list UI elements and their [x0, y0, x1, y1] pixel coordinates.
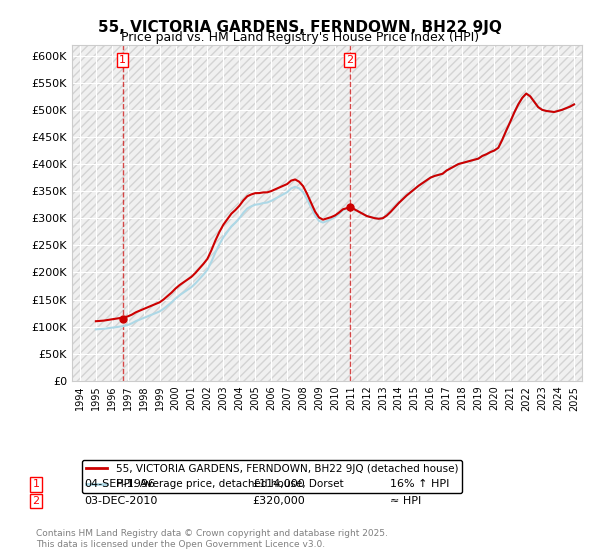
Legend: 55, VICTORIA GARDENS, FERNDOWN, BH22 9JQ (detached house), HPI: Average price, d: 55, VICTORIA GARDENS, FERNDOWN, BH22 9JQ…: [82, 460, 463, 493]
Text: 1: 1: [32, 479, 40, 489]
Text: 2: 2: [32, 496, 40, 506]
Text: 16% ↑ HPI: 16% ↑ HPI: [390, 479, 449, 489]
Text: 04-SEP-1996: 04-SEP-1996: [84, 479, 155, 489]
Text: Price paid vs. HM Land Registry's House Price Index (HPI): Price paid vs. HM Land Registry's House …: [121, 31, 479, 44]
Text: 1: 1: [119, 55, 126, 65]
Text: £320,000: £320,000: [252, 496, 305, 506]
Text: 55, VICTORIA GARDENS, FERNDOWN, BH22 9JQ: 55, VICTORIA GARDENS, FERNDOWN, BH22 9JQ: [98, 20, 502, 35]
Text: Contains HM Land Registry data © Crown copyright and database right 2025.
This d: Contains HM Land Registry data © Crown c…: [36, 529, 388, 549]
Text: 03-DEC-2010: 03-DEC-2010: [84, 496, 157, 506]
Text: £114,000: £114,000: [252, 479, 305, 489]
Text: ≈ HPI: ≈ HPI: [390, 496, 421, 506]
Text: 2: 2: [346, 55, 353, 65]
